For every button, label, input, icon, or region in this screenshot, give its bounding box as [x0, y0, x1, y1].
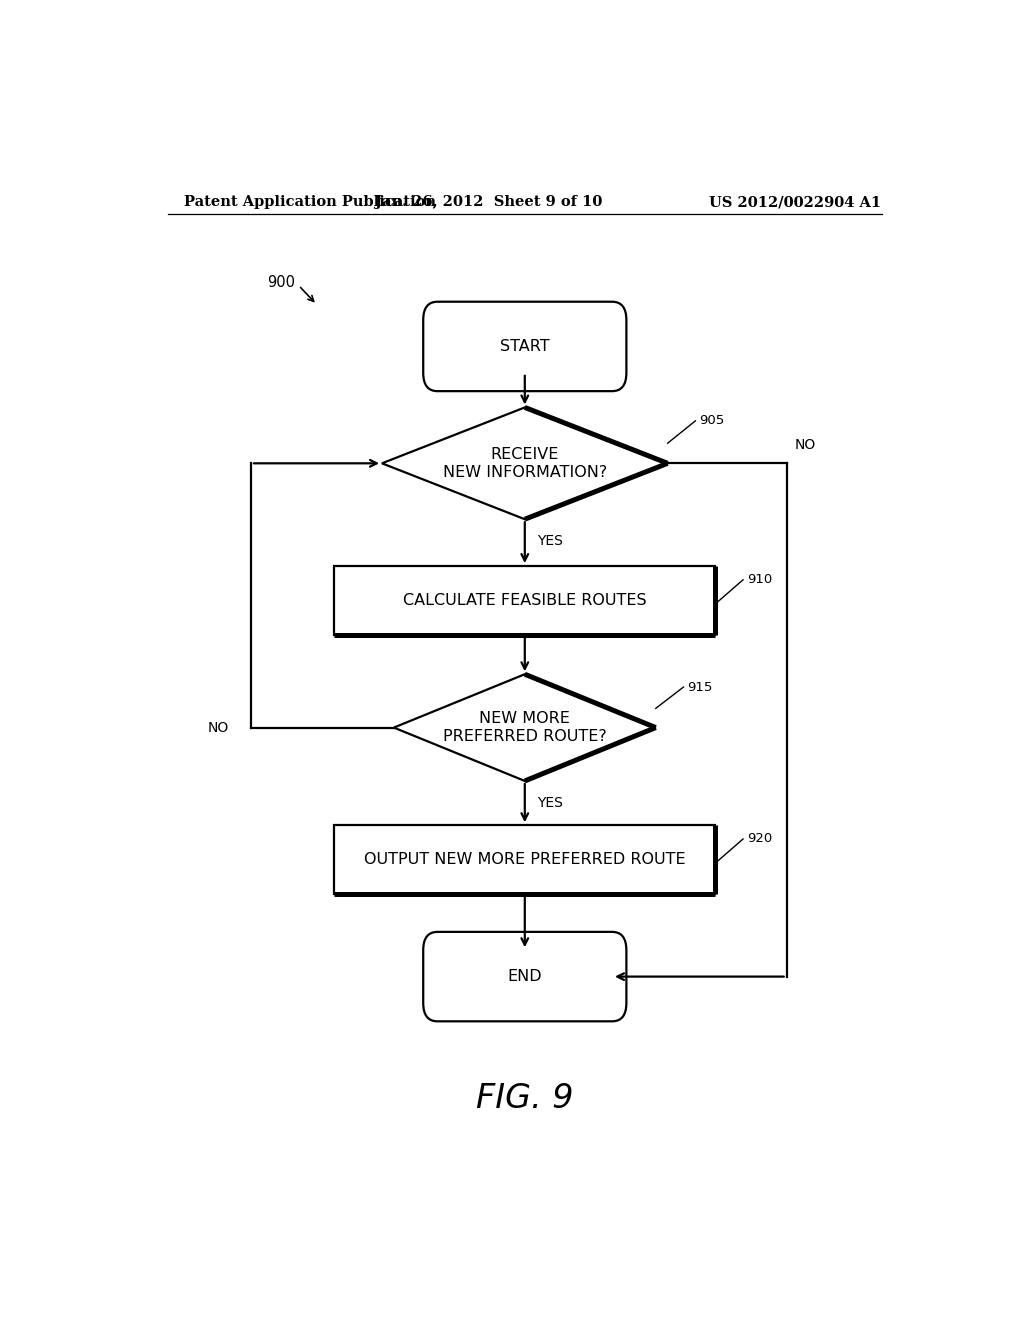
Text: 900: 900 — [267, 275, 295, 290]
Text: CALCULATE FEASIBLE ROUTES: CALCULATE FEASIBLE ROUTES — [403, 593, 646, 609]
Polygon shape — [382, 408, 668, 519]
Text: Patent Application Publication: Patent Application Publication — [183, 195, 435, 209]
Text: 905: 905 — [699, 414, 725, 428]
Text: FIG. 9: FIG. 9 — [476, 1082, 573, 1115]
Text: END: END — [508, 969, 542, 985]
Text: YES: YES — [537, 796, 562, 810]
FancyBboxPatch shape — [423, 932, 627, 1022]
Text: NO: NO — [795, 438, 816, 451]
Bar — [334, 825, 715, 894]
Text: NO: NO — [207, 721, 228, 735]
Text: NEW MORE
PREFERRED ROUTE?: NEW MORE PREFERRED ROUTE? — [443, 711, 606, 743]
Text: 910: 910 — [748, 573, 772, 586]
Text: Jan. 26, 2012  Sheet 9 of 10: Jan. 26, 2012 Sheet 9 of 10 — [376, 195, 603, 209]
Text: OUTPUT NEW MORE PREFERRED ROUTE: OUTPUT NEW MORE PREFERRED ROUTE — [364, 853, 686, 867]
Text: 915: 915 — [687, 681, 713, 693]
Bar — [334, 566, 715, 635]
Polygon shape — [394, 675, 655, 781]
Text: US 2012/0022904 A1: US 2012/0022904 A1 — [709, 195, 881, 209]
FancyBboxPatch shape — [423, 302, 627, 391]
Text: 920: 920 — [748, 833, 772, 846]
Text: RECEIVE
NEW INFORMATION?: RECEIVE NEW INFORMATION? — [442, 447, 607, 479]
Text: YES: YES — [537, 535, 562, 549]
Text: START: START — [500, 339, 550, 354]
